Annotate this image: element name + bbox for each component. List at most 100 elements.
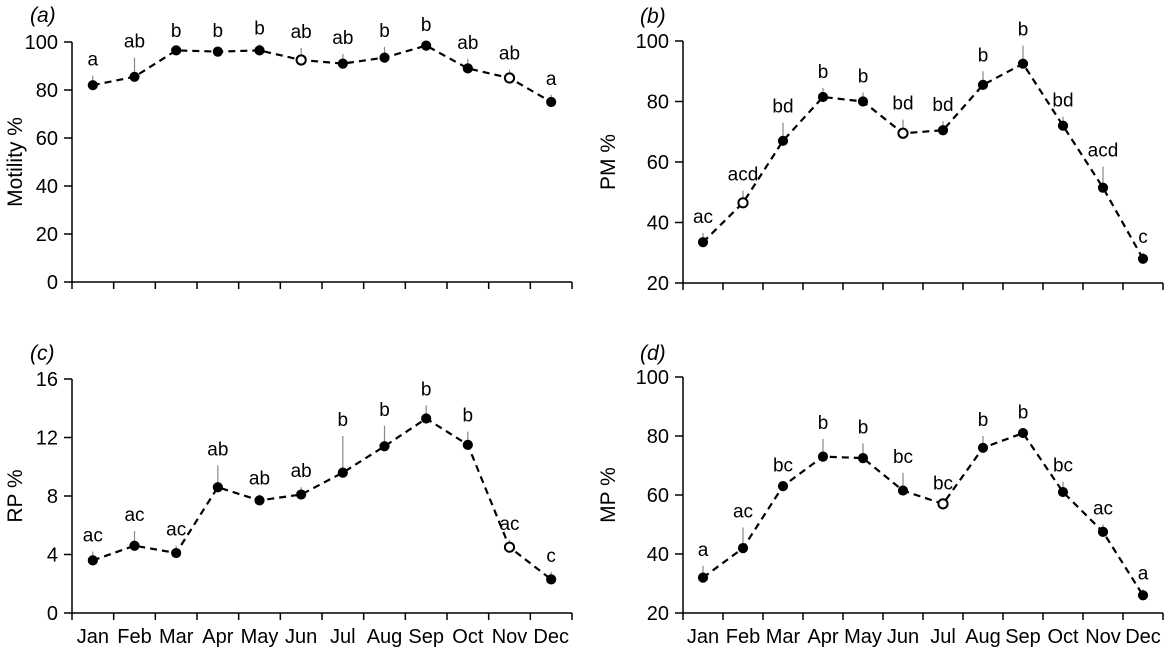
data-point <box>296 489 307 500</box>
panel-c: 0 4 8 12 16 Jan Feb Mar Apr May Jun Jul Aug Sep Oct Nov… <box>4 342 573 648</box>
x-tick-label: Feb <box>117 626 151 648</box>
significance-label: b <box>379 400 390 421</box>
data-point <box>379 52 390 63</box>
x-tick-label: Apr <box>807 626 838 648</box>
data-point <box>503 72 516 84</box>
data-point <box>1097 182 1109 193</box>
x-tick-label: Mar <box>766 626 801 648</box>
x-tick-label: Aug <box>965 626 1001 648</box>
data-point <box>857 453 869 464</box>
x-tick-label: Sep <box>1005 626 1041 648</box>
significance-label: bd <box>1052 91 1073 112</box>
significance-label: ac <box>83 526 103 547</box>
y-tick-label: 0 <box>47 603 58 625</box>
x-tick-label: Jun <box>285 626 317 648</box>
y-tick-label: 60 <box>647 152 669 174</box>
y-tick-label: 8 <box>47 486 58 508</box>
significance-label: bc <box>933 473 953 494</box>
data-point <box>697 237 709 248</box>
data-point <box>171 547 182 559</box>
y-axis-title: MP % <box>597 467 620 523</box>
data-point <box>212 482 223 493</box>
data-point <box>87 80 98 91</box>
data-point <box>777 135 789 146</box>
y-axis-title: Motility % <box>4 117 27 207</box>
series-line <box>702 62 1144 260</box>
panel-label: (b) <box>640 5 666 28</box>
x-tick-label: Dec <box>1125 626 1161 648</box>
significance-label: b <box>978 410 989 431</box>
series-line <box>92 44 552 103</box>
significance-label: b <box>818 413 829 434</box>
significance-label: bc <box>1053 456 1073 477</box>
x-tick-label: Jul <box>330 626 356 648</box>
y-tick-label: 80 <box>647 426 669 448</box>
significance-label: a <box>698 540 709 561</box>
significance-label: ac <box>733 501 753 522</box>
data-point <box>737 543 749 554</box>
data-point <box>254 495 265 506</box>
significance-label: bd <box>772 97 793 118</box>
significance-label: bc <box>773 456 793 477</box>
panel-d: 20 40 60 80 100 Jan Feb Mar Apr May Jun Jul Aug Sep Oc… <box>597 342 1164 648</box>
significance-label: ab <box>332 28 353 49</box>
significance-label: a <box>88 50 99 71</box>
series-line <box>702 431 1144 596</box>
data-point <box>254 45 265 56</box>
significance-label: b <box>818 62 829 83</box>
x-tick-label: Aug <box>367 626 403 648</box>
x-tick-label: Nov <box>1085 626 1121 648</box>
x-tick-label: Mar <box>159 626 194 648</box>
x-tick-label: Jan <box>77 626 109 648</box>
y-tick-label: 100 <box>636 367 669 389</box>
significance-label: b <box>1018 20 1029 41</box>
data-point <box>857 96 869 107</box>
x-tick-label: Oct <box>1047 626 1079 648</box>
data-point <box>1137 590 1149 601</box>
x-tick-label: Oct <box>452 626 484 648</box>
significance-label: b <box>213 21 224 42</box>
significance-label: a <box>1138 563 1149 584</box>
significance-label: c <box>546 546 556 567</box>
significance-label: acd <box>728 165 759 186</box>
data-point <box>1057 120 1069 131</box>
y-tick-label: 100 <box>636 31 669 53</box>
panel-label: (c) <box>30 342 55 365</box>
data-point <box>937 498 949 510</box>
x-tick-label: Sep <box>408 626 444 648</box>
panel-label: (d) <box>640 342 666 365</box>
y-tick-label: 40 <box>647 544 669 566</box>
significance-label: ac <box>499 514 519 535</box>
significance-label: b <box>254 18 265 39</box>
significance-label: ab <box>457 33 478 54</box>
significance-label: b <box>338 410 349 431</box>
data-point <box>462 63 473 74</box>
significance-label: b <box>858 417 869 438</box>
y-tick-label: 80 <box>36 80 58 102</box>
significance-label: b <box>421 15 432 36</box>
data-point <box>295 54 307 66</box>
significance-label: b <box>463 406 474 427</box>
significance-label: ab <box>124 32 145 53</box>
significance-label: ac <box>166 520 186 541</box>
x-tick-label: Apr <box>202 626 233 648</box>
data-point <box>897 127 909 139</box>
x-tick-label: May <box>241 626 279 648</box>
y-tick-label: 20 <box>647 273 669 295</box>
data-point <box>977 442 989 453</box>
significance-label: ab <box>291 461 312 482</box>
data-point <box>1017 58 1029 69</box>
x-tick-label: Jul <box>930 626 956 648</box>
significance-label: b <box>171 21 182 42</box>
x-tick-label: Feb <box>726 626 760 648</box>
data-point <box>546 96 557 108</box>
data-point <box>737 197 749 209</box>
y-tick-label: 80 <box>647 92 669 114</box>
y-tick-label: 40 <box>647 213 669 235</box>
data-point <box>817 451 829 462</box>
data-point <box>337 467 348 478</box>
data-point <box>697 572 709 583</box>
